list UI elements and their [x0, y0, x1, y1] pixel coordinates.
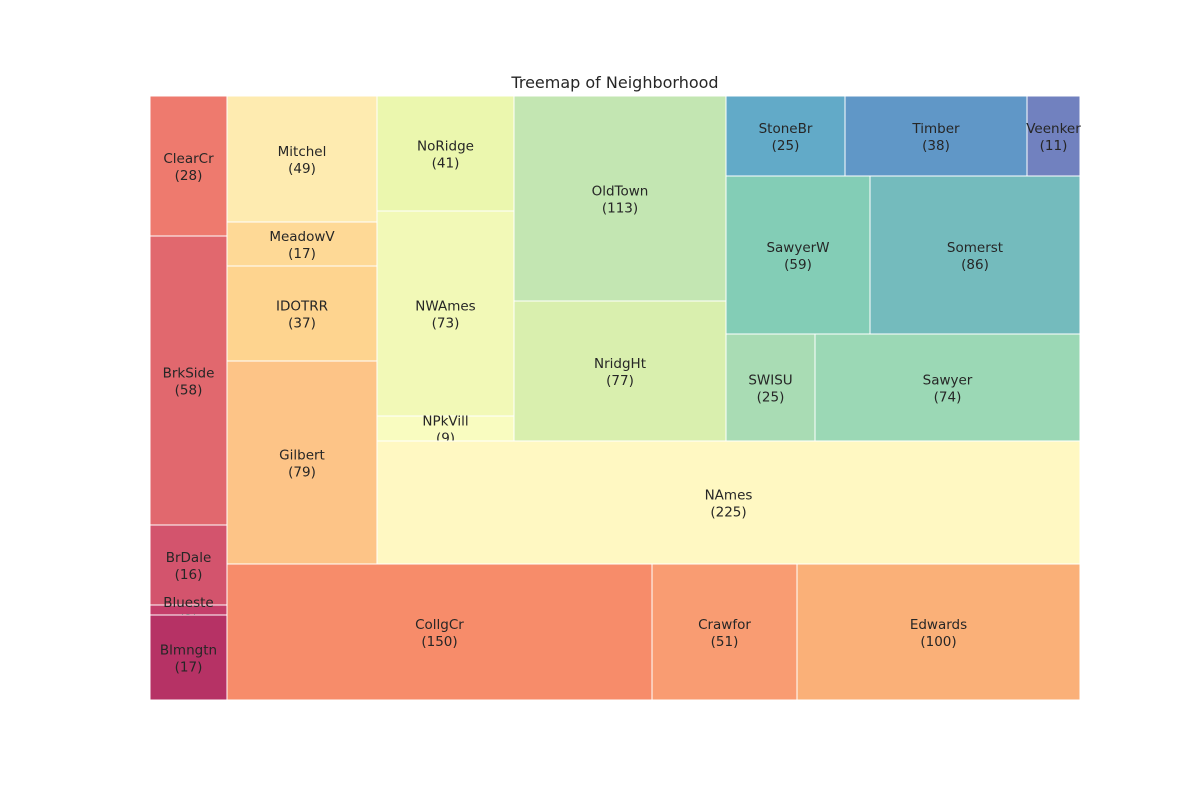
- treemap-tile-nwames: NWAmes(73): [376, 210, 515, 417]
- tile-value-somerst: (86): [961, 257, 989, 273]
- tile-label-names: NAmes: [705, 488, 753, 504]
- tile-value-sawyer: (74): [934, 390, 962, 406]
- tile-label-nridght: NridgHt: [594, 356, 646, 372]
- tile-value-gilbert: (79): [288, 465, 316, 481]
- tile-label-brkside: BrkSide: [163, 366, 215, 382]
- treemap-tile-clearcr: ClearCr(28): [149, 95, 228, 237]
- tile-rect-npkvill: [376, 415, 515, 442]
- treemap-tile-somerst: Somerst(86): [869, 175, 1081, 335]
- tile-value-stonebr: (25): [772, 138, 800, 154]
- tile-rect-nridght: [513, 300, 727, 442]
- treemap-tile-stonebr: StoneBr(25): [725, 95, 846, 177]
- treemap-tile-brdale: BrDale(16): [149, 524, 228, 606]
- tile-value-collgcr: (150): [421, 634, 457, 650]
- tile-label-edwards: Edwards: [910, 617, 967, 633]
- tile-value-sawyerw: (59): [784, 257, 812, 273]
- tile-value-noridge: (41): [432, 156, 460, 172]
- treemap-tile-names: NAmes(225): [376, 440, 1081, 565]
- tile-label-somerst: Somerst: [947, 240, 1003, 256]
- tile-label-timber: Timber: [911, 121, 960, 137]
- tile-value-nwames: (73): [432, 316, 460, 332]
- tile-label-idotrr: IDOTRR: [276, 299, 328, 315]
- treemap-tile-brkside: BrkSide(58): [149, 235, 228, 526]
- tile-rect-sawyerw: [725, 175, 871, 335]
- tile-label-veenker: Veenker: [1026, 121, 1081, 137]
- tile-rect-somerst: [869, 175, 1081, 335]
- tile-value-veenker: (11): [1040, 138, 1068, 154]
- tile-value-nridght: (77): [606, 373, 634, 389]
- tile-value-timber: (38): [922, 138, 950, 154]
- tile-label-npkvill: NPkVill: [422, 414, 468, 430]
- tile-rect-names: [376, 440, 1081, 565]
- treemap-tile-swisu: SWISU(25): [725, 333, 816, 442]
- tile-rect-idotrr: [226, 265, 378, 362]
- tile-rect-collgcr: [226, 563, 653, 701]
- tile-rect-sawyer: [814, 333, 1081, 442]
- treemap-tiles: ClearCr(28)BrkSide(58)BrDale(16)Blueste(…: [149, 95, 1081, 701]
- tile-rect-brkside: [149, 235, 228, 526]
- tile-value-blmngtn: (17): [175, 660, 203, 676]
- tile-rect-blmngtn: [149, 614, 228, 701]
- tile-value-swisu: (25): [757, 390, 785, 406]
- treemap-tile-nridght: NridgHt(77): [513, 300, 727, 442]
- tile-label-meadowv: MeadowV: [269, 229, 335, 245]
- treemap-tile-veenker: Veenker(11): [1026, 95, 1081, 177]
- tile-label-gilbert: Gilbert: [279, 448, 325, 464]
- treemap-tile-edwards: Edwards(100): [796, 563, 1081, 701]
- chart-title: Treemap of Neighborhood: [510, 73, 718, 92]
- tile-rect-brdale: [149, 524, 228, 606]
- tile-value-brdale: (16): [175, 567, 203, 583]
- tile-label-blueste: Blueste: [163, 595, 214, 611]
- tile-label-brdale: BrDale: [166, 550, 212, 566]
- tile-label-nwames: NWAmes: [415, 299, 475, 315]
- tile-rect-mitchel: [226, 95, 378, 223]
- tile-label-sawyerw: SawyerW: [766, 240, 829, 256]
- tile-value-meadowv: (17): [288, 246, 316, 262]
- treemap-tile-noridge: NoRidge(41): [376, 95, 515, 212]
- treemap-tile-gilbert: Gilbert(79): [226, 360, 378, 565]
- treemap-tile-crawfor: Crawfor(51): [651, 563, 798, 701]
- tile-rect-edwards: [796, 563, 1081, 701]
- tile-value-brkside: (58): [175, 383, 203, 399]
- tile-label-sawyer: Sawyer: [923, 373, 973, 389]
- treemap-tile-timber: Timber(38): [844, 95, 1028, 177]
- tile-value-mitchel: (49): [288, 161, 316, 177]
- tile-label-crawfor: Crawfor: [698, 617, 751, 633]
- tile-label-stonebr: StoneBr: [759, 121, 813, 137]
- tile-rect-noridge: [376, 95, 515, 212]
- treemap-tile-mitchel: Mitchel(49): [226, 95, 378, 223]
- tile-rect-stonebr: [725, 95, 846, 177]
- treemap-tile-idotrr: IDOTRR(37): [226, 265, 378, 362]
- treemap-tile-npkvill: NPkVill(9): [376, 414, 515, 447]
- tile-value-clearcr: (28): [175, 168, 203, 184]
- tile-label-blmngtn: Blmngtn: [160, 643, 217, 659]
- tile-rect-clearcr: [149, 95, 228, 237]
- tile-rect-crawfor: [651, 563, 798, 701]
- tile-rect-veenker: [1026, 95, 1081, 177]
- tile-value-edwards: (100): [920, 634, 956, 650]
- treemap-tile-sawyer: Sawyer(74): [814, 333, 1081, 442]
- treemap-tile-sawyerw: SawyerW(59): [725, 175, 871, 335]
- treemap-tile-oldtown: OldTown(113): [513, 95, 727, 302]
- tile-value-oldtown: (113): [602, 201, 638, 217]
- tile-label-oldtown: OldTown: [592, 184, 649, 200]
- tile-rect-nwames: [376, 210, 515, 417]
- tile-label-swisu: SWISU: [748, 373, 792, 389]
- treemap-tile-blmngtn: Blmngtn(17): [149, 614, 228, 701]
- tile-label-mitchel: Mitchel: [278, 144, 327, 160]
- tile-rect-swisu: [725, 333, 816, 442]
- treemap-tile-meadowv: MeadowV(17): [226, 221, 378, 267]
- treemap-tile-collgcr: CollgCr(150): [226, 563, 653, 701]
- tile-value-crawfor: (51): [711, 634, 739, 650]
- tile-value-names: (225): [710, 505, 746, 521]
- tile-label-noridge: NoRidge: [417, 139, 474, 155]
- tile-label-clearcr: ClearCr: [163, 151, 214, 167]
- tile-value-idotrr: (37): [288, 316, 316, 332]
- tile-label-collgcr: CollgCr: [415, 617, 464, 633]
- tile-rect-meadowv: [226, 221, 378, 267]
